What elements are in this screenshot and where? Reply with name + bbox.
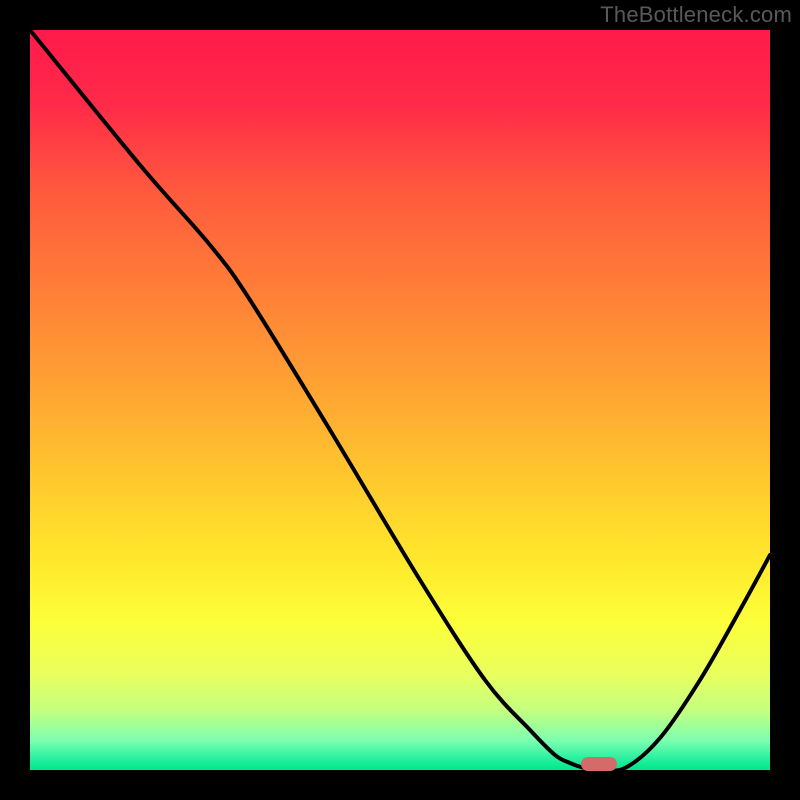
watermark-text: TheBottleneck.com xyxy=(600,2,792,28)
chart-background xyxy=(30,30,770,770)
bottleneck-chart xyxy=(0,0,800,800)
optimal-marker xyxy=(581,757,617,771)
chart-container: TheBottleneck.com xyxy=(0,0,800,800)
